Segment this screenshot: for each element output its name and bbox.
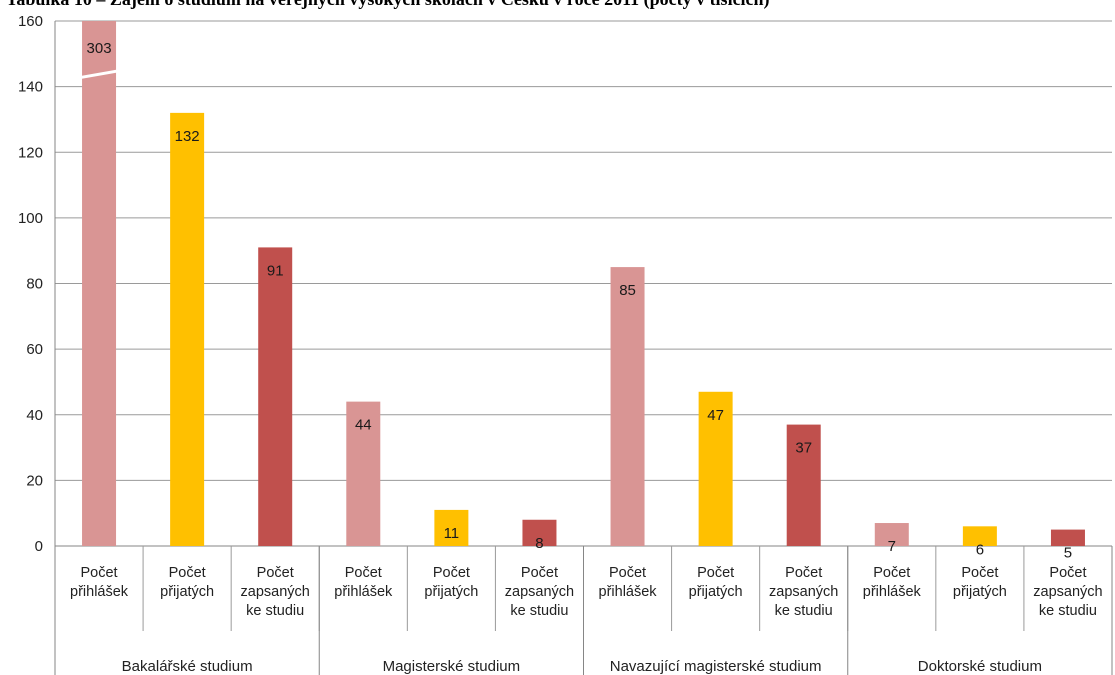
group-label: Navazující magisterské studium <box>610 658 822 675</box>
category-label: Počet <box>1049 565 1086 581</box>
data-label: 303 <box>87 40 112 57</box>
category-label: Počet <box>257 565 294 581</box>
data-label: 47 <box>707 407 724 424</box>
category-label: ke studiu <box>775 603 833 619</box>
data-label: 37 <box>795 440 812 457</box>
data-label: 85 <box>619 282 636 299</box>
category-label: přihlášek <box>334 584 393 600</box>
data-label: 5 <box>1064 545 1072 562</box>
data-label: 11 <box>444 525 460 542</box>
data-label: 8 <box>535 535 543 552</box>
data-label: 44 <box>355 417 372 434</box>
bar <box>874 523 909 546</box>
bar <box>346 401 381 546</box>
y-tick-label: 140 <box>18 79 43 96</box>
data-label: 91 <box>267 262 284 279</box>
category-label: přijatých <box>689 584 743 600</box>
category-label: zapsaných <box>505 584 574 600</box>
category-label: Počet <box>80 565 117 581</box>
y-tick-label: 160 <box>18 13 43 30</box>
bar <box>522 519 557 546</box>
category-label: Počet <box>785 565 822 581</box>
y-tick-label: 40 <box>26 407 43 424</box>
category-label: přijatých <box>424 584 478 600</box>
category-label: zapsaných <box>769 584 838 600</box>
category-label: ke studiu <box>1039 603 1097 619</box>
bar <box>82 21 117 546</box>
bar <box>610 267 645 546</box>
data-label: 7 <box>888 538 896 555</box>
bar <box>698 391 733 546</box>
bar <box>258 247 293 546</box>
group-label: Doktorské studium <box>918 658 1042 675</box>
category-label: Počet <box>697 565 734 581</box>
bar <box>786 424 821 546</box>
category-label: Počet <box>961 565 998 581</box>
category-label: přijatých <box>160 584 214 600</box>
category-label: přihlášek <box>863 584 922 600</box>
y-tick-label: 60 <box>26 341 43 358</box>
bar <box>170 112 205 546</box>
category-label: Počet <box>521 565 558 581</box>
category-label: Počet <box>345 565 382 581</box>
y-tick-label: 0 <box>35 538 43 555</box>
category-label: Počet <box>433 565 470 581</box>
category-label: ke studiu <box>510 603 568 619</box>
y-tick-label: 100 <box>18 210 43 227</box>
bar <box>962 526 997 546</box>
category-label: přijatých <box>953 584 1007 600</box>
bar <box>434 509 469 546</box>
category-label: přihlášek <box>70 584 129 600</box>
category-label: přihlášek <box>599 584 658 600</box>
category-label: Počet <box>873 565 910 581</box>
category-label: Počet <box>169 565 206 581</box>
group-label: Bakalářské studium <box>122 658 253 675</box>
y-tick-label: 80 <box>26 276 43 293</box>
chart-title: Tabulka 10 – Zájem o studium na veřejnýc… <box>0 0 1115 10</box>
axis-break-mark <box>79 69 120 80</box>
data-label: 132 <box>175 128 200 145</box>
category-label: Počet <box>609 565 646 581</box>
y-tick-label: 20 <box>26 472 43 489</box>
data-label: 6 <box>976 541 984 558</box>
category-label: ke studiu <box>246 603 304 619</box>
bar <box>1050 529 1085 546</box>
y-tick-label: 120 <box>18 144 43 161</box>
category-label: zapsaných <box>1033 584 1102 600</box>
group-label: Magisterské studium <box>383 658 521 675</box>
category-label: zapsaných <box>241 584 310 600</box>
